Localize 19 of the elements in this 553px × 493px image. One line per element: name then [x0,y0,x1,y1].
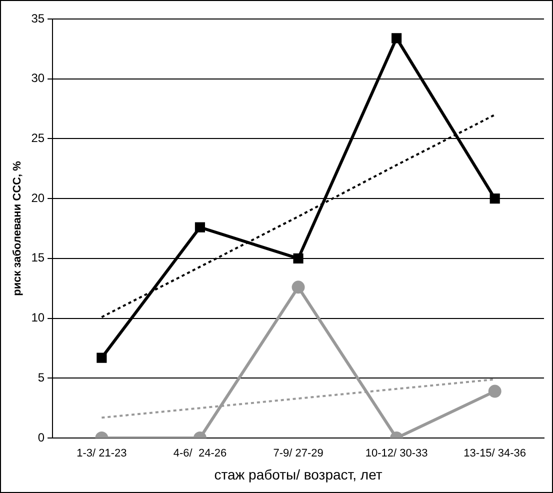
x-tick-label: 13-15/ 34-36 [464,448,526,460]
y-axis-title: риск заболевани ССС, % [12,160,24,296]
x-tick-label: 7-9/ 27-29 [273,448,324,460]
x-tick-label: 4-6/ 24-26 [173,448,227,460]
y-tick-label: 15 [31,250,45,265]
x-tick-label: 1-3/ 21-23 [76,448,127,460]
y-tick-label: 5 [38,370,45,384]
y-tick-label: 35 [31,11,45,26]
y-tick-label: 30 [31,71,45,86]
x-tick-label: 10-12/ 30-33 [365,448,428,460]
point [292,280,305,294]
y-tick-label: 20 [31,190,45,205]
point [194,222,206,232]
point [490,194,500,204]
point [293,253,304,264]
y-tick-label: 25 [31,131,45,146]
y-tick-label: 10 [31,310,45,325]
x-axis-title: стаж работы/ возраст, лет [214,466,383,482]
y-tick-label: 0 [38,430,45,444]
